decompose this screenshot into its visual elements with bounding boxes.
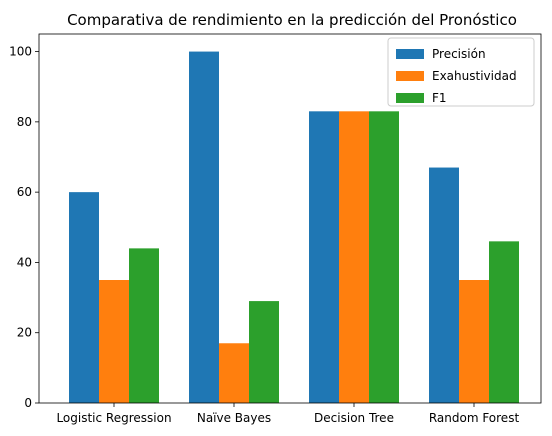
y-tick-label: 100 bbox=[9, 45, 32, 59]
bar-f1-1 bbox=[249, 301, 279, 403]
legend: Precisión Exahustividad F1 bbox=[387, 37, 535, 107]
legend-swatch-0 bbox=[396, 49, 424, 59]
plot-frame bbox=[38, 33, 542, 404]
bar-precisión-0 bbox=[69, 192, 99, 403]
bar-f1-3 bbox=[489, 241, 519, 403]
bar-exahustividad-3 bbox=[459, 280, 489, 403]
legend-label-2: F1 bbox=[432, 91, 447, 105]
bar-exahustividad-0 bbox=[99, 280, 129, 403]
legend-box bbox=[387, 37, 535, 107]
bar-f1-0 bbox=[129, 248, 159, 403]
legend-swatch-2 bbox=[396, 93, 424, 103]
y-tick-label: 40 bbox=[17, 255, 32, 269]
x-tick-label: Random Forest bbox=[429, 411, 520, 425]
bar-precisión-1 bbox=[189, 51, 219, 403]
legend-label-1: Exahustividad bbox=[432, 69, 517, 83]
y-tick-label: 60 bbox=[17, 185, 32, 199]
bar-precisión-2 bbox=[309, 111, 339, 404]
bars-layer bbox=[69, 51, 519, 404]
bar-exahustividad-1 bbox=[219, 343, 249, 403]
bar-precisión-3 bbox=[429, 167, 459, 403]
legend-label-0: Precisión bbox=[432, 47, 486, 61]
x-tick-label: Naïve Bayes bbox=[197, 411, 271, 425]
bar-exahustividad-2 bbox=[339, 111, 369, 404]
bar-f1-2 bbox=[369, 111, 399, 404]
chart-title: Comparativa de rendimiento en la predicc… bbox=[67, 11, 517, 29]
legend-swatch-1 bbox=[396, 71, 424, 81]
x-tick-label: Logistic Regression bbox=[56, 411, 171, 425]
y-tick-label: 20 bbox=[17, 326, 32, 340]
y-tick-label: 80 bbox=[17, 115, 32, 129]
y-tick-label: 0 bbox=[24, 396, 32, 410]
axes-layer: 0 20 40 60 80 100 Logistic Regression Naïve Bay… bbox=[9, 33, 542, 425]
x-tick-label: Decision Tree bbox=[314, 411, 394, 425]
